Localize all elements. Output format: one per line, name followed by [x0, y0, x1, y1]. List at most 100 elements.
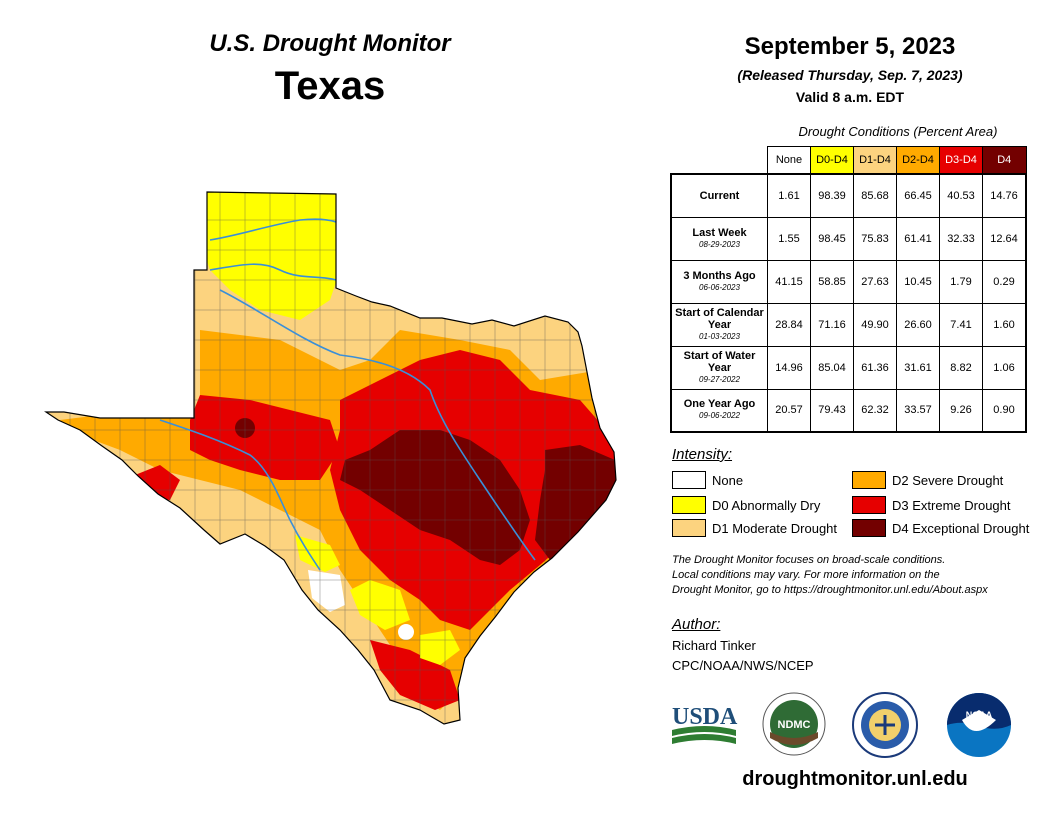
cell-value: 1.79	[939, 259, 983, 304]
legend-swatch	[852, 471, 886, 489]
legend-item-d1: D1 Moderate Drought	[672, 519, 837, 537]
cell-value: 61.36	[853, 345, 897, 390]
disclaimer-line: The Drought Monitor focuses on broad-sca…	[672, 554, 946, 566]
ndmc-logo-icon: NDMC	[762, 692, 826, 756]
svg-text:NOAA: NOAA	[966, 710, 993, 720]
cell-value: 20.57	[767, 388, 811, 433]
table-row-last-week: Last Week 08-29-2023 1.55 98.45 75.83 61.…	[670, 216, 1027, 261]
cell-value: 33.57	[896, 388, 940, 433]
cell-value: 8.82	[939, 345, 983, 390]
site-url[interactable]: droughtmonitor.unl.edu	[742, 768, 968, 790]
table-caption: Drought Conditions (Percent Area)	[798, 124, 998, 139]
legend-label: D4 Exceptional Drought	[892, 520, 1030, 536]
cell-value: 85.68	[853, 173, 897, 218]
author-name: Richard Tinker	[672, 638, 756, 653]
cell-value: 9.26	[939, 388, 983, 433]
cell-value: 62.32	[853, 388, 897, 433]
table-row-start-of-water-year: Start of Water Year 09-27-2022 14.96 85.0…	[670, 345, 1027, 390]
col-header-d1-d4: D1-D4	[853, 146, 897, 175]
cell-value: 49.90	[853, 302, 897, 347]
table-row-3-months-ago: 3 Months Ago 06-06-2023 41.15 58.85 27.63…	[670, 259, 1027, 304]
doc-seal-icon	[852, 692, 918, 758]
row-date: 08-29-2023	[699, 239, 740, 249]
cell-value: 61.41	[896, 216, 940, 261]
row-date: 06-06-2023	[699, 282, 740, 292]
legend-swatch	[852, 519, 886, 537]
cell-value: 75.83	[853, 216, 897, 261]
disclaimer: The Drought Monitor focuses on broad-sca…	[672, 553, 1032, 598]
row-label: Start of Calendar Year 01-03-2023	[670, 302, 768, 347]
texas-drought-map	[44, 191, 617, 725]
legend-label: None	[712, 472, 744, 488]
legend-swatch	[672, 496, 706, 514]
cell-value: 1.60	[982, 302, 1027, 347]
legend-label: D1 Moderate Drought	[712, 520, 838, 536]
cell-value: 66.45	[896, 173, 940, 218]
cell-value: 26.60	[896, 302, 940, 347]
legend-swatch	[672, 519, 706, 537]
col-header-d4: D4	[982, 146, 1027, 175]
drought-conditions-table: None D0-D4 D1-D4 D2-D4 D3-D4 D4 Current …	[670, 146, 1027, 433]
cell-value: 40.53	[939, 173, 983, 218]
row-label: Start of Water Year 09-27-2022	[670, 345, 768, 390]
cell-value: 85.04	[810, 345, 854, 390]
col-header-d3-d4: D3-D4	[939, 146, 983, 175]
svg-text:NDMC: NDMC	[778, 719, 811, 731]
disclaimer-line: Local conditions may vary. For more info…	[672, 569, 940, 581]
usda-logo-icon: USDA	[672, 704, 738, 744]
legend-title: Intensity:	[672, 446, 733, 463]
legend-item-d2: D2 Severe Drought	[852, 471, 1003, 489]
legend-swatch	[672, 471, 706, 489]
legend-item-d3: D3 Extreme Drought	[852, 496, 1011, 514]
legend-label: D2 Severe Drought	[892, 472, 1004, 488]
cell-value: 0.90	[982, 388, 1027, 433]
col-header-none: None	[767, 146, 811, 175]
table-row-current: Current 1.61 98.39 85.68 66.45 40.53 14.…	[670, 173, 1027, 218]
legend-label: D0 Abnormally Dry	[712, 497, 821, 513]
cell-value: 98.39	[810, 173, 854, 218]
legend-swatch	[852, 496, 886, 514]
legend-item-d0: D0 Abnormally Dry	[672, 496, 820, 514]
cell-value: 41.15	[767, 259, 811, 304]
cell-value: 1.61	[767, 173, 811, 218]
cell-value: 98.45	[810, 216, 854, 261]
row-label: One Year Ago 09-06-2022	[670, 388, 768, 433]
svg-text:USDA: USDA	[672, 704, 738, 730]
cell-value: 0.29	[982, 259, 1027, 304]
row-date: 01-03-2023	[699, 331, 740, 341]
cell-value: 71.16	[810, 302, 854, 347]
table-corner	[671, 147, 768, 175]
row-label: 3 Months Ago 06-06-2023	[670, 259, 768, 304]
cell-value: 27.63	[853, 259, 897, 304]
author-title: Author:	[672, 616, 721, 633]
product-title: U.S. Drought Monitor	[209, 30, 451, 57]
valid-time: Valid 8 a.m. EDT	[795, 89, 905, 105]
released-date: (Released Thursday, Sep. 7, 2023)	[737, 67, 963, 83]
cell-value: 1.55	[767, 216, 811, 261]
cell-value: 32.33	[939, 216, 983, 261]
cell-value: 7.41	[939, 302, 983, 347]
cell-value: 14.76	[982, 173, 1027, 218]
cell-value: 10.45	[896, 259, 940, 304]
cell-value: 79.43	[810, 388, 854, 433]
row-label: Current	[670, 173, 768, 218]
col-header-d0-d4: D0-D4	[810, 146, 854, 175]
table-row-start-of-calendar-year: Start of Calendar Year 01-03-2023 28.84 7…	[670, 302, 1027, 347]
cell-value: 31.61	[896, 345, 940, 390]
cell-value: 1.06	[982, 345, 1027, 390]
map-date: September 5, 2023	[744, 33, 956, 60]
legend-label: D3 Extreme Drought	[892, 497, 1011, 513]
region-title: Texas	[274, 64, 386, 108]
legend-item-d4: D4 Exceptional Drought	[852, 519, 1029, 537]
noaa-logo-icon: NOAA	[947, 693, 1011, 757]
table-row-one-year-ago: One Year Ago 09-06-2022 20.57 79.43 62.32…	[670, 388, 1027, 433]
cell-value: 14.96	[767, 345, 811, 390]
author-org: CPC/NOAA/NWS/NCEP	[672, 658, 814, 673]
disclaimer-line: Drought Monitor, go to https://droughtmo…	[672, 584, 988, 596]
cell-value: 28.84	[767, 302, 811, 347]
row-label: Last Week 08-29-2023	[670, 216, 768, 261]
col-header-d2-d4: D2-D4	[896, 146, 940, 175]
legend-item-none: None	[672, 471, 743, 489]
row-date: 09-06-2022	[699, 411, 740, 421]
row-date: 09-27-2022	[699, 374, 740, 384]
